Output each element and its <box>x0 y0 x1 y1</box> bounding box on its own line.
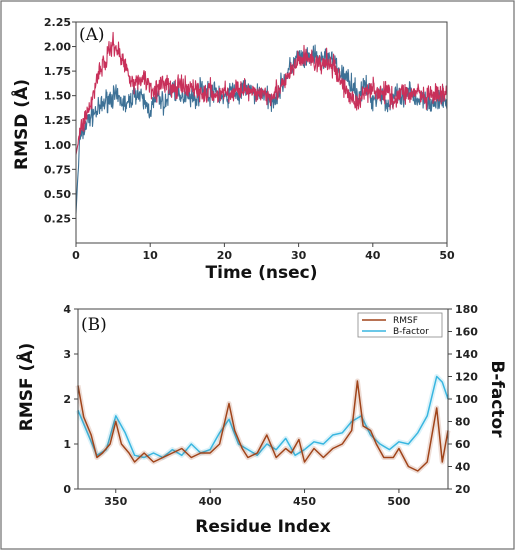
x-tick-label: 500 <box>387 495 410 508</box>
y-tick-label: 2.25 <box>44 16 71 29</box>
panel-a-label: (A) <box>79 25 105 45</box>
y2-tick-label: 40 <box>455 461 471 474</box>
x-tick-label: 20 <box>217 249 233 262</box>
x-tick-label: 450 <box>293 495 316 508</box>
panel-a-ticks: 0 10 20 30 40 50 0.25 0.50 0.75 1.00 1.25 1.50 1.75 2… <box>44 16 455 262</box>
panel-b-ticks: 350 400 450 500 0 1 2 3 4 20 40 60 80 100 120 140 160 180 <box>63 303 478 508</box>
x-tick-label: 30 <box>291 249 307 262</box>
x-tick-label: 40 <box>365 249 381 262</box>
panel-a: 0 10 20 30 40 50 0.25 0.50 0.75 1.00 1.25 1.50 1.75 2… <box>9 16 455 283</box>
y-tick-label: 0.75 <box>44 163 71 176</box>
rmsd-series-group <box>75 31 448 214</box>
x-tick-label: 0 <box>72 249 80 262</box>
y-tick-label: 2 <box>63 393 71 406</box>
y2-tick-label: 60 <box>455 438 471 451</box>
y2-tick-label: 100 <box>455 393 478 406</box>
legend-label-bfactor: B-factor <box>393 327 429 337</box>
y-tick-label: 4 <box>63 303 71 316</box>
legend-label-rmsf: RMSF <box>393 316 418 326</box>
y-tick-label: 0.25 <box>44 212 71 225</box>
legend: RMSF B-factor <box>357 312 443 338</box>
y2-tick-label: 80 <box>455 416 471 429</box>
y2-tick-label: 120 <box>455 371 478 384</box>
rmsd-series-line-2 <box>75 31 448 155</box>
panel-a-x-axis-title: Time (nsec) <box>206 263 318 283</box>
y-tick-label: 0 <box>63 483 71 496</box>
legend-box <box>357 312 443 338</box>
rmsd-series-line-1 <box>75 44 448 214</box>
y-tick-label: 2.00 <box>44 41 71 54</box>
panel-b-x-axis-title: Residue Index <box>195 517 330 537</box>
x-tick-label: 10 <box>143 249 159 262</box>
panel-b-y-axis-title: RMSF (Å) <box>14 343 37 431</box>
y-tick-label: 1 <box>63 438 71 451</box>
y2-tick-label: 20 <box>455 483 471 496</box>
panel-b-label: (B) <box>81 315 107 335</box>
y-tick-label: 3 <box>63 348 71 361</box>
panel-b: 350 400 450 500 0 1 2 3 4 20 40 60 80 100 120 140 160 180… <box>14 303 507 537</box>
y2-tick-label: 160 <box>455 326 478 339</box>
rmsf-bfactor-series-group <box>75 374 451 474</box>
x-tick-label: 350 <box>104 495 127 508</box>
series-line-rmsf <box>77 380 449 472</box>
x-tick-label: 50 <box>439 249 455 262</box>
y-tick-label: 1.50 <box>44 90 71 103</box>
panel-a-frame <box>75 21 448 244</box>
panel-b-right-y-axis-title: B-factor <box>487 360 507 438</box>
y2-tick-label: 180 <box>455 303 478 316</box>
y-tick-label: 0.50 <box>44 188 71 201</box>
x-tick-label: 400 <box>199 495 222 508</box>
y-tick-label: 1.25 <box>44 114 71 127</box>
y2-tick-label: 140 <box>455 348 478 361</box>
y-tick-label: 1.75 <box>44 65 71 78</box>
y-tick-label: 1.00 <box>44 139 71 152</box>
panel-a-y-axis-title: RMSD (Å) <box>9 79 32 170</box>
